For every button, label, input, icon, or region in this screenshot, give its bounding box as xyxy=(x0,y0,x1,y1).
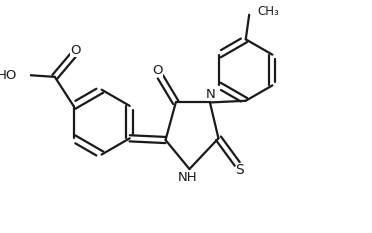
Text: O: O xyxy=(70,44,80,57)
Text: HO: HO xyxy=(0,69,17,82)
Text: S: S xyxy=(235,163,244,177)
Text: N: N xyxy=(206,89,215,101)
Text: NH: NH xyxy=(178,171,198,184)
Text: O: O xyxy=(153,64,163,77)
Text: CH₃: CH₃ xyxy=(258,5,279,18)
